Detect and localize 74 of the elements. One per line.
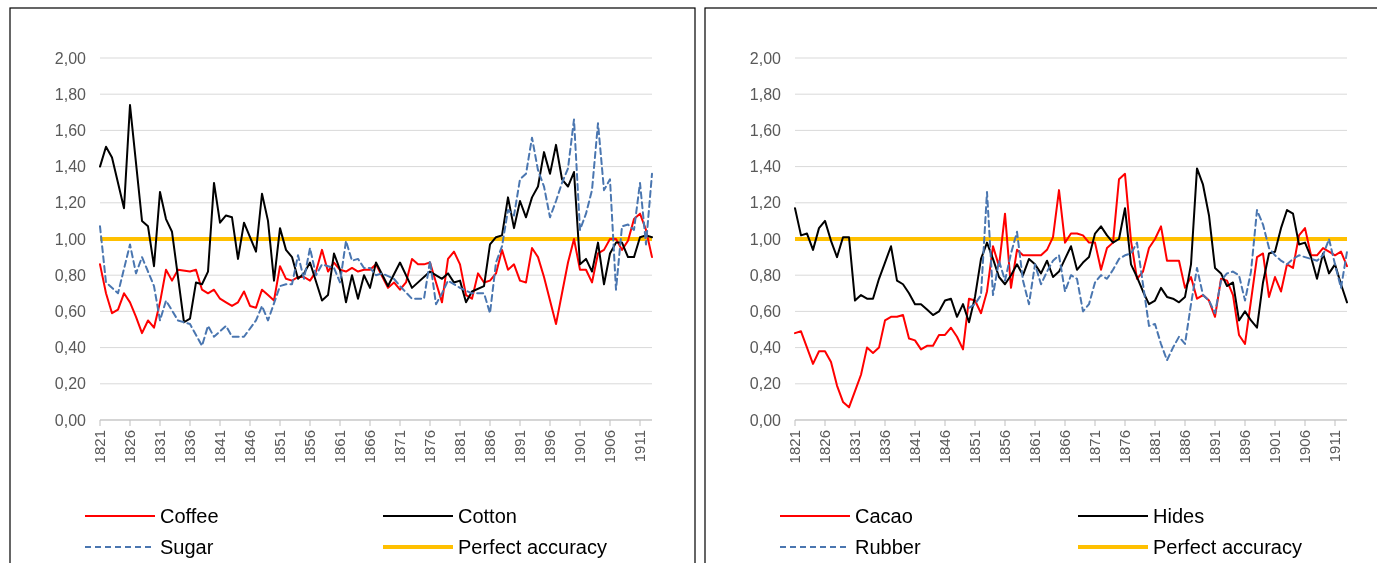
- line-series: [794, 172, 1348, 409]
- line-series: [968, 190, 1348, 362]
- legend-label: Cotton: [458, 505, 517, 527]
- x-tick-label: 1881: [1146, 430, 1164, 464]
- x-tick-label: 1851: [966, 430, 984, 464]
- x-tick-label: 1906: [601, 430, 619, 464]
- x-tick-label: 1836: [876, 430, 894, 464]
- y-tick-label: 1,80: [54, 85, 87, 103]
- x-tick-label: 1911: [1326, 430, 1344, 463]
- legend-label: Cacao: [855, 505, 913, 527]
- y-tick-label: 0,40: [749, 339, 782, 357]
- legend-label: Rubber: [855, 536, 921, 558]
- x-tick-label: 1871: [391, 430, 409, 464]
- x-tick-label: 1896: [1236, 430, 1254, 464]
- x-tick-label: 1856: [301, 430, 319, 464]
- legend-label: Hides: [1153, 505, 1205, 527]
- x-tick-label: 1826: [121, 430, 139, 464]
- y-tick-label: 1,40: [54, 158, 87, 176]
- x-tick-label: 1841: [211, 430, 229, 464]
- x-tick-label: 1886: [481, 430, 499, 464]
- y-tick-label: 0,00: [749, 411, 782, 429]
- x-tick-label: 1866: [1056, 430, 1074, 464]
- y-tick-label: 2,00: [749, 49, 782, 67]
- x-tick-label: 1891: [511, 430, 529, 464]
- x-tick-label: 1856: [996, 430, 1014, 464]
- y-tick-label: 1,80: [749, 85, 782, 103]
- line-series: [99, 118, 653, 347]
- y-tick-label: 0,00: [54, 411, 87, 429]
- y-tick-label: 1,20: [749, 194, 782, 212]
- line-series: [99, 104, 653, 324]
- line-series: [99, 212, 653, 335]
- y-tick-label: 0,20: [749, 375, 782, 393]
- x-tick-label: 1841: [906, 430, 924, 464]
- y-tick-label: 1,40: [749, 158, 782, 176]
- x-tick-label: 1866: [361, 430, 379, 464]
- legend-label: Coffee: [160, 505, 219, 527]
- x-tick-label: 1891: [1206, 430, 1224, 464]
- x-tick-label: 1901: [1266, 430, 1284, 464]
- y-tick-label: 0,80: [54, 266, 87, 284]
- x-tick-label: 1901: [571, 430, 589, 464]
- y-tick-label: 0,20: [54, 375, 87, 393]
- x-tick-label: 1871: [1086, 430, 1104, 464]
- legend-label: Perfect accuracy: [458, 536, 607, 558]
- y-tick-label: 0,80: [749, 266, 782, 284]
- y-tick-label: 1,60: [749, 122, 782, 139]
- x-tick-label: 1876: [421, 430, 439, 464]
- y-tick-label: 0,60: [54, 303, 87, 320]
- x-tick-label: 1876: [1116, 430, 1134, 464]
- x-tick-label: 1846: [241, 430, 259, 464]
- x-tick-label: 1851: [271, 430, 289, 464]
- y-tick-label: 0,40: [54, 339, 87, 357]
- x-tick-label: 1906: [1296, 430, 1314, 464]
- y-tick-label: 1,00: [749, 230, 782, 248]
- x-tick-label: 1896: [541, 430, 559, 464]
- x-tick-label: 1911: [631, 430, 649, 463]
- y-tick-label: 1,60: [54, 122, 87, 139]
- x-tick-label: 1831: [846, 430, 864, 464]
- x-tick-label: 1826: [816, 430, 834, 464]
- y-tick-label: 0,60: [749, 303, 782, 320]
- y-tick-label: 2,00: [54, 49, 87, 67]
- x-tick-label: 1836: [181, 430, 199, 464]
- x-tick-label: 1821: [786, 430, 804, 464]
- legend-label: Sugar: [160, 536, 214, 558]
- y-tick-label: 1,20: [54, 194, 87, 212]
- x-tick-label: 1831: [151, 430, 169, 464]
- line-series: [794, 167, 1348, 329]
- x-tick-label: 1861: [331, 430, 349, 464]
- legend-label: Perfect accuracy: [1153, 536, 1302, 558]
- x-tick-label: 1861: [1026, 430, 1044, 464]
- x-tick-label: 1886: [1176, 430, 1194, 464]
- x-tick-label: 1846: [936, 430, 954, 464]
- x-tick-label: 1881: [451, 430, 469, 464]
- y-tick-label: 1,00: [54, 230, 87, 248]
- x-tick-label: 1821: [91, 430, 109, 464]
